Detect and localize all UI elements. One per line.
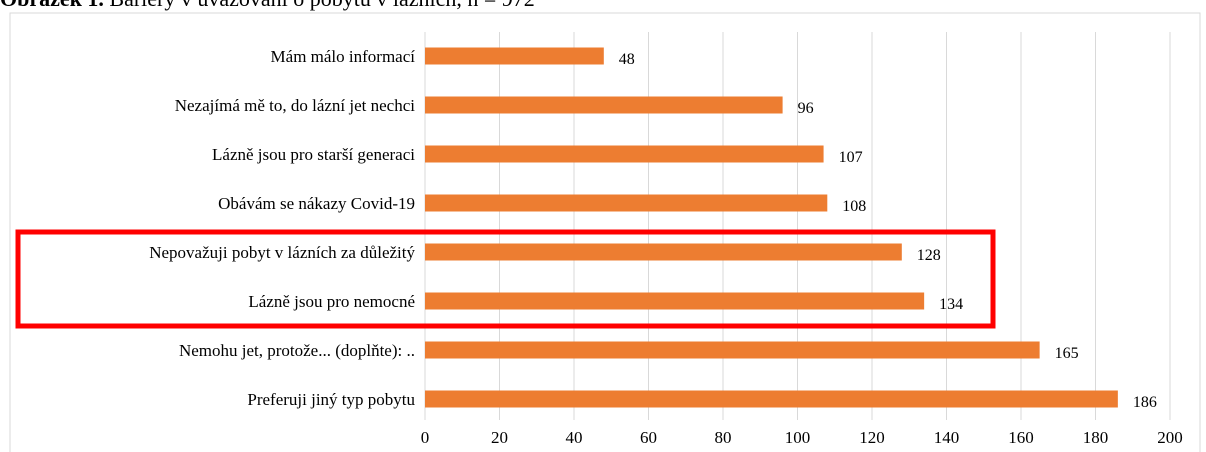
bar bbox=[425, 243, 902, 261]
category-label: Nemohu jet, protože... (doplňte): .. bbox=[179, 341, 415, 360]
bar bbox=[425, 292, 925, 310]
bar bbox=[425, 47, 604, 65]
x-tick-label: 140 bbox=[934, 428, 960, 447]
value-labels: 48 96 107 108 128 134 165 186 bbox=[619, 51, 1157, 411]
category-label: Nezajímá mě to, do lázní jet nechci bbox=[175, 96, 416, 115]
x-tick-label: 120 bbox=[859, 428, 885, 447]
caption-prefix: Obrázek 1. bbox=[0, 0, 104, 11]
chart-frame bbox=[9, 12, 1201, 452]
caption-text: Bariéry v uvažování o pobytu v lázních, … bbox=[109, 0, 534, 11]
category-label: Preferuji jiný typ pobytu bbox=[247, 390, 415, 409]
category-label: Lázně jsou pro nemocné bbox=[248, 292, 415, 311]
bar bbox=[425, 96, 783, 114]
x-tick-label: 40 bbox=[566, 428, 583, 447]
x-tick-label: 60 bbox=[640, 428, 657, 447]
x-tick-label: 160 bbox=[1008, 428, 1034, 447]
x-tick-label: 200 bbox=[1157, 428, 1183, 447]
value-label: 107 bbox=[839, 149, 863, 166]
bar bbox=[425, 390, 1118, 408]
category-label: Mám málo informací bbox=[271, 47, 416, 66]
bar bbox=[425, 145, 824, 163]
x-tick-label: 100 bbox=[785, 428, 811, 447]
category-labels: Mám málo informací Nezajímá mě to, do láz… bbox=[149, 47, 415, 409]
category-label: Lázně jsou pro starší generaci bbox=[212, 145, 415, 164]
value-label: 134 bbox=[939, 296, 963, 313]
x-tick-label: 0 bbox=[421, 428, 430, 447]
value-label: 96 bbox=[798, 100, 814, 117]
value-label: 108 bbox=[842, 198, 866, 215]
x-tick-label: 180 bbox=[1083, 428, 1109, 447]
x-tick-label: 20 bbox=[491, 428, 508, 447]
category-label: Nepovažuji pobyt v lázních za důležitý bbox=[149, 243, 415, 262]
bars bbox=[425, 47, 1118, 408]
value-label: 165 bbox=[1055, 345, 1079, 362]
x-tick-labels: 0 20 40 60 80 100 120 140 160 180 200 bbox=[421, 428, 1183, 447]
bar bbox=[425, 341, 1040, 359]
chart-title: Obrázek 1. Bariéry v uvažování o pobytu … bbox=[0, 0, 535, 12]
value-label: 128 bbox=[917, 247, 941, 264]
x-tick-label: 80 bbox=[715, 428, 732, 447]
bar bbox=[425, 194, 828, 212]
value-label: 186 bbox=[1133, 394, 1157, 411]
category-label: Obávám se nákazy Covid-19 bbox=[218, 194, 415, 213]
value-label: 48 bbox=[619, 51, 635, 68]
highlight-box bbox=[15, 229, 996, 329]
